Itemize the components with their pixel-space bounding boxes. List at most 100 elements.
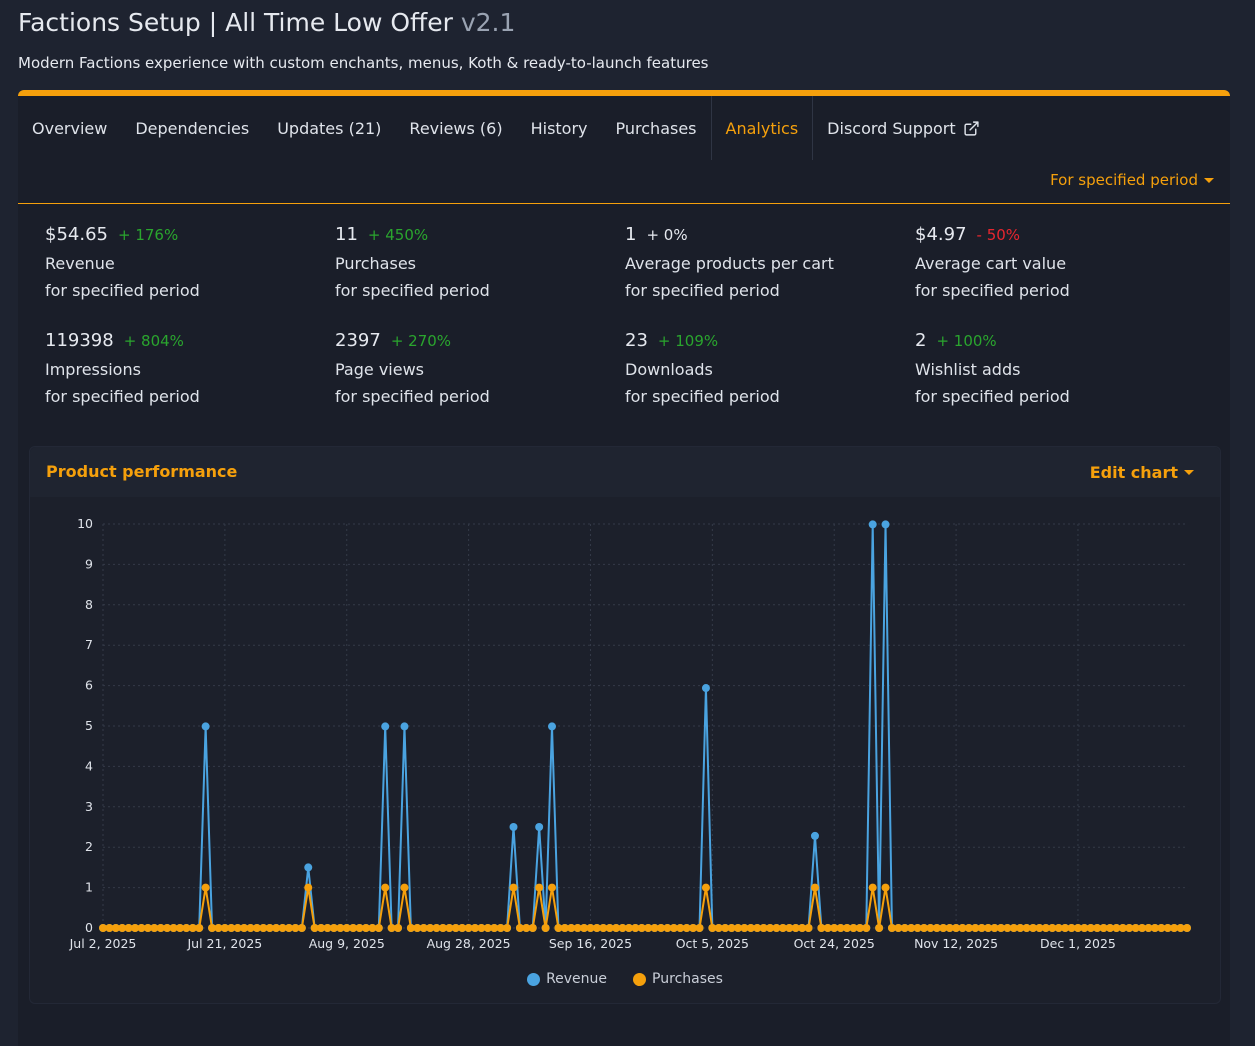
tab-updates[interactable]: Updates (21) [263, 96, 395, 160]
data-point-purchases[interactable] [958, 924, 967, 932]
data-point-purchases[interactable] [580, 924, 589, 932]
data-point-purchases[interactable] [336, 924, 345, 932]
data-point-purchases[interactable] [1048, 924, 1057, 932]
data-point-purchases[interactable] [727, 924, 736, 932]
data-point-purchases[interactable] [971, 924, 980, 932]
data-point-purchases[interactable] [509, 883, 518, 892]
data-point-purchases[interactable] [118, 924, 127, 932]
tab-reviews[interactable]: Reviews (6) [395, 96, 516, 160]
data-point-purchases[interactable] [1009, 924, 1018, 932]
period-dropdown[interactable]: For specified period [1050, 171, 1214, 189]
data-point-purchases[interactable] [1176, 924, 1185, 932]
data-point-purchases[interactable] [599, 924, 608, 932]
data-point-purchases[interactable] [682, 924, 691, 932]
data-point-purchases[interactable] [695, 924, 704, 932]
data-point-purchases[interactable] [182, 924, 191, 932]
data-point-purchases[interactable] [753, 924, 762, 932]
data-point-revenue[interactable] [400, 722, 409, 731]
data-point-purchases[interactable] [163, 924, 172, 932]
data-point-purchases[interactable] [1183, 924, 1191, 932]
data-point-purchases[interactable] [766, 924, 775, 932]
data-point-purchases[interactable] [990, 924, 999, 932]
data-point-purchases[interactable] [201, 883, 210, 892]
data-point-purchases[interactable] [111, 924, 120, 932]
data-point-purchases[interactable] [913, 924, 922, 932]
data-point-purchases[interactable] [554, 924, 563, 932]
data-point-purchases[interactable] [1086, 924, 1095, 932]
data-point-purchases[interactable] [746, 924, 755, 932]
data-point-purchases[interactable] [406, 924, 415, 932]
data-point-purchases[interactable] [297, 924, 306, 932]
data-point-purchases[interactable] [676, 924, 685, 932]
data-point-purchases[interactable] [490, 924, 499, 932]
data-point-purchases[interactable] [714, 924, 723, 932]
data-point-purchases[interactable] [528, 924, 537, 932]
data-point-purchases[interactable] [368, 924, 377, 932]
data-point-purchases[interactable] [220, 924, 229, 932]
data-point-revenue[interactable] [547, 722, 556, 731]
data-point-purchases[interactable] [522, 924, 531, 932]
data-point-purchases[interactable] [945, 924, 954, 932]
tab-purchases[interactable]: Purchases [602, 96, 711, 160]
data-point-purchases[interactable] [259, 924, 268, 932]
data-point-purchases[interactable] [265, 924, 274, 932]
data-point-purchases[interactable] [977, 924, 986, 932]
data-point-purchases[interactable] [881, 883, 890, 892]
data-point-purchases[interactable] [855, 924, 864, 932]
data-point-purchases[interactable] [1118, 924, 1127, 932]
data-point-purchases[interactable] [99, 924, 107, 932]
data-point-purchases[interactable] [734, 924, 743, 932]
data-point-purchases[interactable] [907, 924, 916, 932]
data-point-purchases[interactable] [830, 924, 839, 932]
data-point-purchases[interactable] [1035, 924, 1044, 932]
data-point-purchases[interactable] [105, 924, 114, 932]
data-point-purchases[interactable] [150, 924, 159, 932]
data-point-purchases[interactable] [1022, 924, 1031, 932]
data-point-purchases[interactable] [836, 924, 845, 932]
data-point-purchases[interactable] [426, 924, 435, 932]
data-point-purchases[interactable] [791, 924, 800, 932]
data-point-purchases[interactable] [214, 924, 223, 932]
data-point-purchases[interactable] [669, 924, 678, 932]
data-point-revenue[interactable] [509, 823, 518, 831]
data-point-purchases[interactable] [964, 924, 973, 932]
data-point-purchases[interactable] [1099, 924, 1108, 932]
data-point-purchases[interactable] [1054, 924, 1063, 932]
data-point-purchases[interactable] [618, 924, 627, 932]
data-point-purchases[interactable] [926, 924, 935, 932]
data-point-purchases[interactable] [1041, 924, 1050, 932]
data-point-purchases[interactable] [374, 924, 383, 932]
data-point-purchases[interactable] [413, 924, 422, 932]
tab-dependencies[interactable]: Dependencies [121, 96, 263, 160]
data-point-purchases[interactable] [701, 883, 710, 892]
data-point-purchases[interactable] [483, 924, 492, 932]
data-point-purchases[interactable] [650, 924, 659, 932]
data-point-purchases[interactable] [323, 924, 332, 932]
tab-overview[interactable]: Overview [18, 96, 121, 160]
data-point-purchases[interactable] [432, 924, 441, 932]
data-point-purchases[interactable] [778, 924, 787, 932]
data-point-purchases[interactable] [1163, 924, 1172, 932]
data-point-purchases[interactable] [445, 924, 454, 932]
data-point-purchases[interactable] [939, 924, 948, 932]
data-point-revenue[interactable] [881, 520, 890, 529]
data-point-purchases[interactable] [875, 924, 884, 932]
legend-item-revenue[interactable]: Revenue [527, 971, 607, 987]
data-point-purchases[interactable] [394, 924, 403, 932]
tab-history[interactable]: History [517, 96, 602, 160]
data-point-purchases[interactable] [952, 924, 961, 932]
data-point-purchases[interactable] [823, 924, 832, 932]
data-point-purchases[interactable] [657, 924, 666, 932]
data-point-purchases[interactable] [291, 924, 300, 932]
data-point-purchases[interactable] [310, 924, 319, 932]
data-point-purchases[interactable] [464, 924, 473, 932]
data-point-purchases[interactable] [1131, 924, 1140, 932]
data-point-purchases[interactable] [541, 924, 550, 932]
data-point-purchases[interactable] [381, 883, 390, 892]
legend-item-purchases[interactable]: Purchases [633, 971, 723, 987]
data-point-purchases[interactable] [804, 924, 813, 932]
data-point-purchases[interactable] [1073, 924, 1082, 932]
data-point-purchases[interactable] [252, 924, 261, 932]
data-point-purchases[interactable] [1106, 924, 1115, 932]
data-point-purchases[interactable] [1016, 924, 1025, 932]
